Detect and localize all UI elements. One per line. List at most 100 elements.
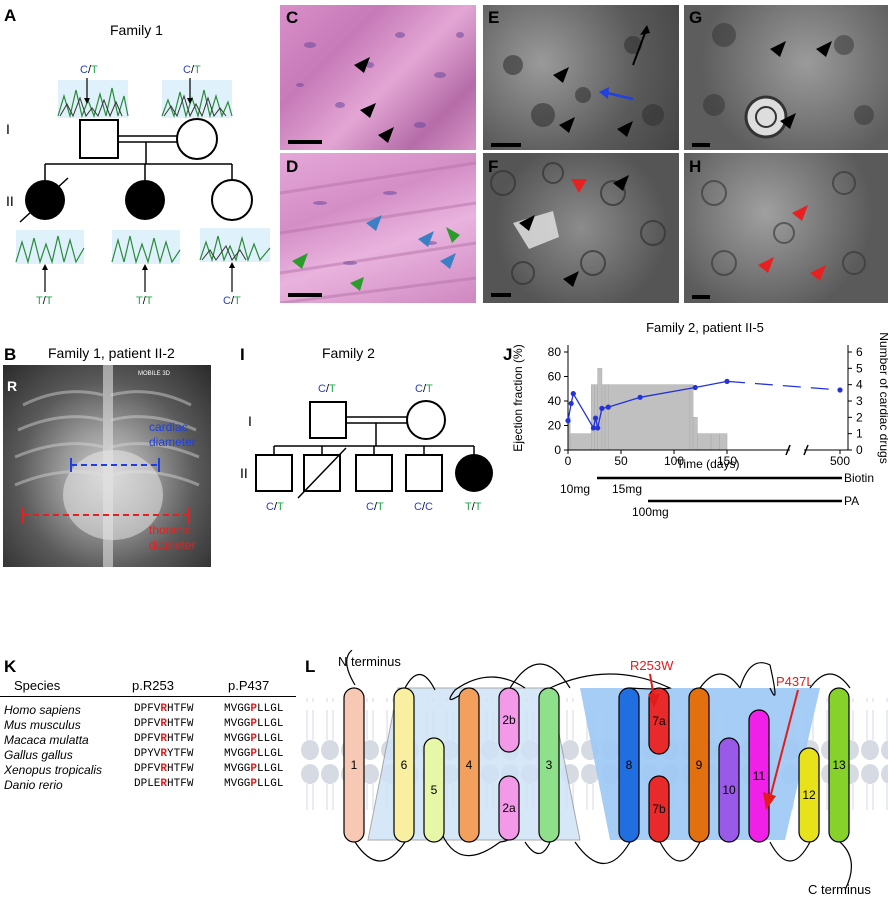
panel-letter-l: L: [305, 657, 316, 676]
biotin-dose-15mg: 15mg: [612, 482, 642, 496]
genotype-f2-i2: C/T: [415, 383, 433, 395]
membrane-topology-diagram: 1 6 5 4 2b 2a 3 8 7a 7b 9 10 11 12 13 N terminus C ter…: [300, 650, 888, 897]
seq-p437: MVGGPLLGL: [224, 703, 284, 715]
ef-data-point: [692, 384, 698, 391]
arrowhead-red-icon: [792, 205, 808, 221]
y2-tick-label: 2: [856, 410, 863, 424]
y-tick-label: 60: [548, 370, 562, 384]
drug-count-bar: [689, 384, 694, 451]
seq-r253: DPFVRHTFW: [134, 763, 194, 775]
helix-label: 2a: [502, 801, 516, 815]
table-row: Gallus gallus DPYVRYTFW MVGGPLLGL: [0, 748, 296, 763]
pedigree-male-f2-ii3: [355, 454, 393, 492]
pedigree-female-ii3: [211, 179, 253, 221]
table-header: Species p.R253 p.P437: [0, 676, 296, 697]
x-tick-label: 0: [565, 454, 572, 468]
ef-line-segment: [695, 380, 728, 389]
cardiac-diameter-label: cardiac diameter: [149, 420, 196, 449]
ejection-fraction-series: [565, 378, 843, 431]
helix-6: 6: [393, 687, 415, 843]
drug-count-bar: [608, 384, 691, 451]
arrow-blue-icon: [599, 87, 609, 99]
mutation-arrow-icon: [763, 792, 776, 810]
helix-10: 10: [718, 737, 740, 843]
helix-3: 3: [538, 687, 560, 843]
helix-2a: 2a: [498, 775, 520, 841]
histology-image-c: [280, 5, 476, 150]
arrowhead-red-icon: [810, 265, 826, 281]
scale-bar: [288, 293, 322, 297]
y-tick-label: 40: [548, 394, 562, 408]
residue-r253: R: [160, 748, 168, 760]
helix-label: 13: [832, 758, 846, 772]
panel-b-title: Family 1, patient II-2: [48, 345, 175, 361]
panel-a-title: Family 1: [110, 22, 163, 38]
arrowhead-green-icon: [350, 277, 364, 291]
generation-label-i: I: [6, 121, 10, 137]
scale-bar: [692, 143, 710, 147]
mutation-arrow-icon: [648, 694, 660, 708]
panel-letter-g: G: [689, 8, 703, 27]
arrowhead-blue-icon: [366, 215, 382, 231]
helix-2b: 2b: [498, 687, 520, 753]
genotype-ii3: C/T: [223, 295, 241, 305]
ef-data-point: [599, 405, 605, 411]
y-axis-label: Ejection fraction (%): [511, 344, 525, 451]
pedigree-male-f2-i1: [309, 401, 347, 439]
seq-r253: DPFVRHTFW: [134, 703, 194, 715]
arrowhead-black-icon: [553, 67, 569, 83]
pedigree-male-f2-ii1: [255, 454, 293, 492]
helix-label: 2b: [502, 713, 516, 727]
scale-bar: [288, 140, 322, 144]
helix-4: 4: [458, 687, 480, 843]
species-name: Xenopus tropicalis: [4, 763, 103, 777]
ef-data-point: [724, 378, 730, 384]
x-tick-label: 500: [830, 454, 850, 468]
helix-label: 1: [351, 758, 358, 772]
genotype-f2-ii3: C/T: [366, 501, 384, 513]
histology-image-d: [280, 153, 476, 303]
panel-letter-a: A: [4, 6, 17, 25]
drug-count-bar: [697, 433, 712, 451]
arrowhead-black-icon: [780, 113, 796, 129]
chest-xray-image: R MOBILE 3D cardiac diameter thoracic di…: [3, 365, 211, 567]
seq-r253: DPFVRHTFW: [134, 718, 194, 730]
residue-r253: R: [160, 718, 168, 730]
genotype-f2-ii1: C/T: [266, 501, 284, 513]
ef-data-point: [595, 425, 601, 431]
helix-label: 10: [722, 783, 736, 797]
helix-9: 9: [688, 687, 710, 843]
residue-r253: R: [160, 778, 168, 790]
helix-11: 11: [748, 709, 770, 843]
x-tick-label: 50: [614, 454, 628, 468]
ef-data-point: [568, 400, 574, 407]
arrowhead-black-icon: [354, 57, 370, 73]
genotype-f2-i1: C/T: [318, 383, 336, 395]
y2-axis-label: Number of cardiac drugs: [877, 332, 888, 463]
x-axis-label: Time (days): [677, 457, 740, 471]
drug-count-bar: [601, 384, 606, 451]
em-image-f: [483, 153, 679, 303]
arrowhead-black-icon: [617, 121, 633, 137]
arrowhead-green-icon: [292, 253, 308, 269]
residue-r253: R: [160, 703, 168, 715]
seq-p437: MVGGPLLGL: [224, 778, 284, 790]
genotype-i1: C/T: [80, 64, 98, 76]
scale-bar: [692, 295, 710, 299]
table-row: Xenopus tropicalis DPFVRHTFW MVGGPLLGL: [0, 763, 296, 778]
scale-bar: [491, 293, 511, 297]
scale-bar: [491, 143, 521, 147]
seq-r253: DPFVRHTFW: [134, 733, 194, 745]
panel-letter-i: I: [240, 345, 245, 364]
y2-tick-label: 3: [856, 394, 863, 408]
c-terminus-label: C terminus: [808, 882, 871, 897]
ef-data-point: [592, 415, 599, 421]
generation-label-f2-ii: II: [240, 465, 248, 481]
ef-line-segment: [597, 408, 603, 429]
panel-letter-k: K: [4, 657, 17, 676]
helix-8: 8: [618, 687, 640, 843]
residue-r253: R: [160, 763, 168, 775]
species-name: Gallus gallus: [4, 748, 73, 762]
ef-line-segment: [608, 396, 641, 408]
